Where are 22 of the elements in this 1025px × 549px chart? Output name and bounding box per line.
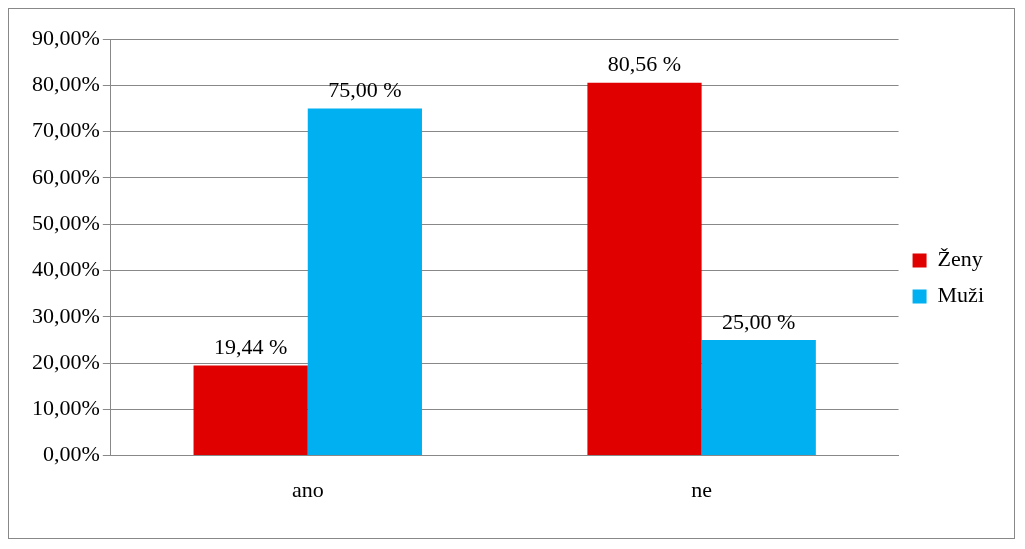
bar <box>587 82 702 456</box>
data-label: 80,56 % <box>607 51 682 77</box>
data-label: 19,44 % <box>213 334 288 360</box>
y-tick-label: 0,00% <box>43 441 100 467</box>
y-tick-label: 20,00% <box>32 348 100 374</box>
bar <box>193 365 308 456</box>
y-tick-label: 40,00% <box>32 256 100 282</box>
y-tick-label: 30,00% <box>32 302 100 328</box>
y-tick-label: 10,00% <box>32 395 100 421</box>
bar <box>701 339 816 456</box>
y-tick-label: 70,00% <box>32 117 100 143</box>
y-tick-label: 90,00% <box>32 24 100 50</box>
y-tick-label: 60,00% <box>32 163 100 189</box>
data-label: 75,00 % <box>328 77 402 103</box>
data-label: 25,00 % <box>722 308 796 334</box>
legend-label: Muži <box>937 282 985 308</box>
x-tick-label: ne <box>691 476 713 502</box>
legend-label: Ženy <box>937 246 983 272</box>
y-tick-label: 50,00% <box>32 209 100 235</box>
bar <box>307 108 422 456</box>
x-tick-label: ano <box>291 476 324 502</box>
y-tick-label: 80,00% <box>32 71 100 97</box>
